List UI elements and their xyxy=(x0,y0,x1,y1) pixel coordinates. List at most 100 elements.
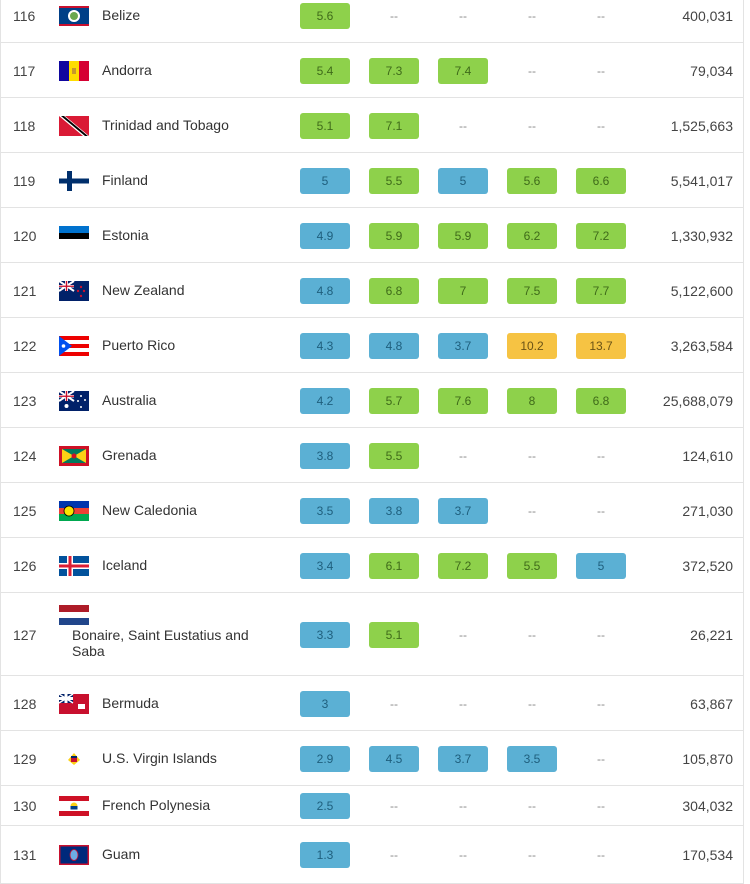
finland-flag-icon xyxy=(59,170,89,191)
empty-value: -- xyxy=(390,696,398,711)
guam-flag-icon xyxy=(59,845,89,865)
empty-value: -- xyxy=(597,799,605,813)
country-link[interactable]: Bonaire, Saint Eustatius and Saba xyxy=(72,627,249,659)
empty-value: -- xyxy=(597,63,605,78)
value-badge: 10.2 xyxy=(507,332,557,359)
rank-cell: 123 xyxy=(13,392,37,409)
table-row[interactable]: 126 Iceland 3.4 6.1 7.2 5.5 5 372,520 xyxy=(1,538,743,593)
value-badge: 3.8 xyxy=(369,497,419,524)
population-cell: 400,031 xyxy=(682,7,733,24)
table-row[interactable]: 119 Finland 5 5.5 5 5.6 6.6 5,541,017 xyxy=(1,153,743,208)
empty-value: -- xyxy=(597,448,605,463)
country-link[interactable]: U.S. Virgin Islands xyxy=(102,749,217,766)
value-badge: 4.2 xyxy=(300,387,350,414)
empty-value: -- xyxy=(390,799,398,813)
empty-value: -- xyxy=(528,696,536,711)
value-badge: 4.8 xyxy=(300,277,350,304)
empty-value: -- xyxy=(459,799,467,813)
value-badge: 3.5 xyxy=(300,497,350,524)
newzealand-flag-icon xyxy=(59,280,89,301)
country-link[interactable]: Trinidad and Tobago xyxy=(102,116,229,133)
table-row[interactable]: 131 Guam 1.3 -- -- -- -- 170,534 xyxy=(1,826,743,884)
table-row[interactable]: 117 Andorra 5.4 7.3 7.4 -- -- 79,034 xyxy=(1,43,743,98)
population-cell: 372,520 xyxy=(682,557,733,574)
value-badge: 4.8 xyxy=(369,332,419,359)
country-link[interactable]: Bermuda xyxy=(102,694,159,711)
value-badge: 6.8 xyxy=(369,277,419,304)
rank-cell: 120 xyxy=(13,227,37,244)
table-row[interactable]: 120 Estonia 4.9 5.9 5.9 6.2 7.2 1,330,932 xyxy=(1,208,743,263)
rank-cell: 129 xyxy=(13,750,37,767)
table-row[interactable]: 122 Puerto Rico 4.3 4.8 3.7 10.2 13.7 3,263,584 xyxy=(1,318,743,373)
value-badge: 5.5 xyxy=(369,442,419,469)
country-link[interactable]: Grenada xyxy=(102,446,157,463)
country-link[interactable]: Guam xyxy=(102,846,141,862)
value-badge: 5.1 xyxy=(369,621,419,648)
empty-value: -- xyxy=(528,118,536,133)
rank-cell: 116 xyxy=(13,7,36,24)
usvi-flag-icon xyxy=(59,748,89,769)
rank-cell: 131 xyxy=(13,847,37,863)
table-row[interactable]: 121 New Zealand 4.8 6.8 7 7.5 7.7 5,122,600 xyxy=(1,263,743,318)
australia-flag-icon xyxy=(59,390,89,411)
table-row[interactable]: 124 Grenada 3.8 5.5 -- -- -- 124,610 xyxy=(1,428,743,483)
grenada-flag-icon xyxy=(59,445,89,466)
value-badge: 5 xyxy=(576,552,626,579)
table-row[interactable]: 130 French Polynesia 2.5 -- -- -- -- 304,032 xyxy=(1,786,743,826)
value-badge: 7.5 xyxy=(507,277,557,304)
empty-value: -- xyxy=(528,8,536,23)
empty-value: -- xyxy=(528,63,536,78)
rank-cell: 124 xyxy=(13,447,37,464)
population-cell: 170,534 xyxy=(682,847,733,863)
rank-cell: 128 xyxy=(13,695,37,712)
empty-value: -- xyxy=(528,627,536,642)
rank-cell: 121 xyxy=(13,282,37,299)
value-badge: 3.7 xyxy=(438,745,488,772)
country-link[interactable]: Australia xyxy=(102,391,157,408)
table-row[interactable]: 127 Bonaire, Saint Eustatius and Saba 3.3 5… xyxy=(1,593,743,676)
table-row[interactable]: 123 Australia 4.2 5.7 7.6 8 6.8 25,688,079 xyxy=(1,373,743,428)
country-link[interactable]: Finland xyxy=(102,171,148,188)
belize-flag-icon xyxy=(59,5,89,26)
empty-value: -- xyxy=(597,848,605,862)
empty-value: -- xyxy=(459,118,467,133)
country-link[interactable]: New Zealand xyxy=(102,281,185,298)
value-badge: 8 xyxy=(507,387,557,414)
population-cell: 271,030 xyxy=(682,502,733,519)
country-link[interactable]: Estonia xyxy=(102,226,149,243)
population-cell: 63,867 xyxy=(690,695,733,712)
population-cell: 5,541,017 xyxy=(670,172,733,189)
country-link[interactable]: Iceland xyxy=(102,556,148,573)
value-badge: 7.7 xyxy=(576,277,626,304)
value-badge: 5.7 xyxy=(369,387,419,414)
country-link[interactable]: New Caledonia xyxy=(102,501,197,518)
table-row[interactable]: 125 New Caledonia 3.5 3.8 3.7 -- -- 271,030 xyxy=(1,483,743,538)
empty-value: -- xyxy=(528,448,536,463)
country-link[interactable]: French Polynesia xyxy=(102,797,211,813)
value-badge: 7.6 xyxy=(438,387,488,414)
country-link[interactable]: Puerto Rico xyxy=(102,336,176,353)
andorra-flag-icon xyxy=(59,60,89,81)
rank-cell: 126 xyxy=(13,557,37,574)
country-link[interactable]: Andorra xyxy=(102,61,152,78)
country-link[interactable]: Belize xyxy=(102,6,141,23)
table-row[interactable]: 128 Bermuda 3 -- -- -- -- 63,867 xyxy=(1,676,743,731)
value-badge: 4.3 xyxy=(300,332,350,359)
empty-value: -- xyxy=(597,8,605,23)
value-badge: 6.2 xyxy=(507,222,557,249)
table-row[interactable]: 118 Trinidad and Tobago 5.1 7.1 -- -- -- 1,525,… xyxy=(1,98,743,153)
empty-value: -- xyxy=(597,696,605,711)
value-badge: 5.5 xyxy=(369,167,419,194)
population-cell: 79,034 xyxy=(690,62,733,79)
population-cell: 1,330,932 xyxy=(670,227,733,244)
value-badge: 6.8 xyxy=(576,387,626,414)
empty-value: -- xyxy=(597,627,605,642)
table-row[interactable]: 116 Belize 5.6 -- -- -- -- 400,031 xyxy=(1,0,743,43)
empty-value: -- xyxy=(597,751,605,766)
rank-cell: 119 xyxy=(13,172,36,189)
table-row[interactable]: 129 U.S. Virgin Islands 2.9 4.5 3.7 3.5 -- 105,… xyxy=(1,731,743,786)
population-cell: 124,610 xyxy=(682,447,733,464)
empty-value: -- xyxy=(597,503,605,518)
value-badge: 2.9 xyxy=(300,745,350,772)
